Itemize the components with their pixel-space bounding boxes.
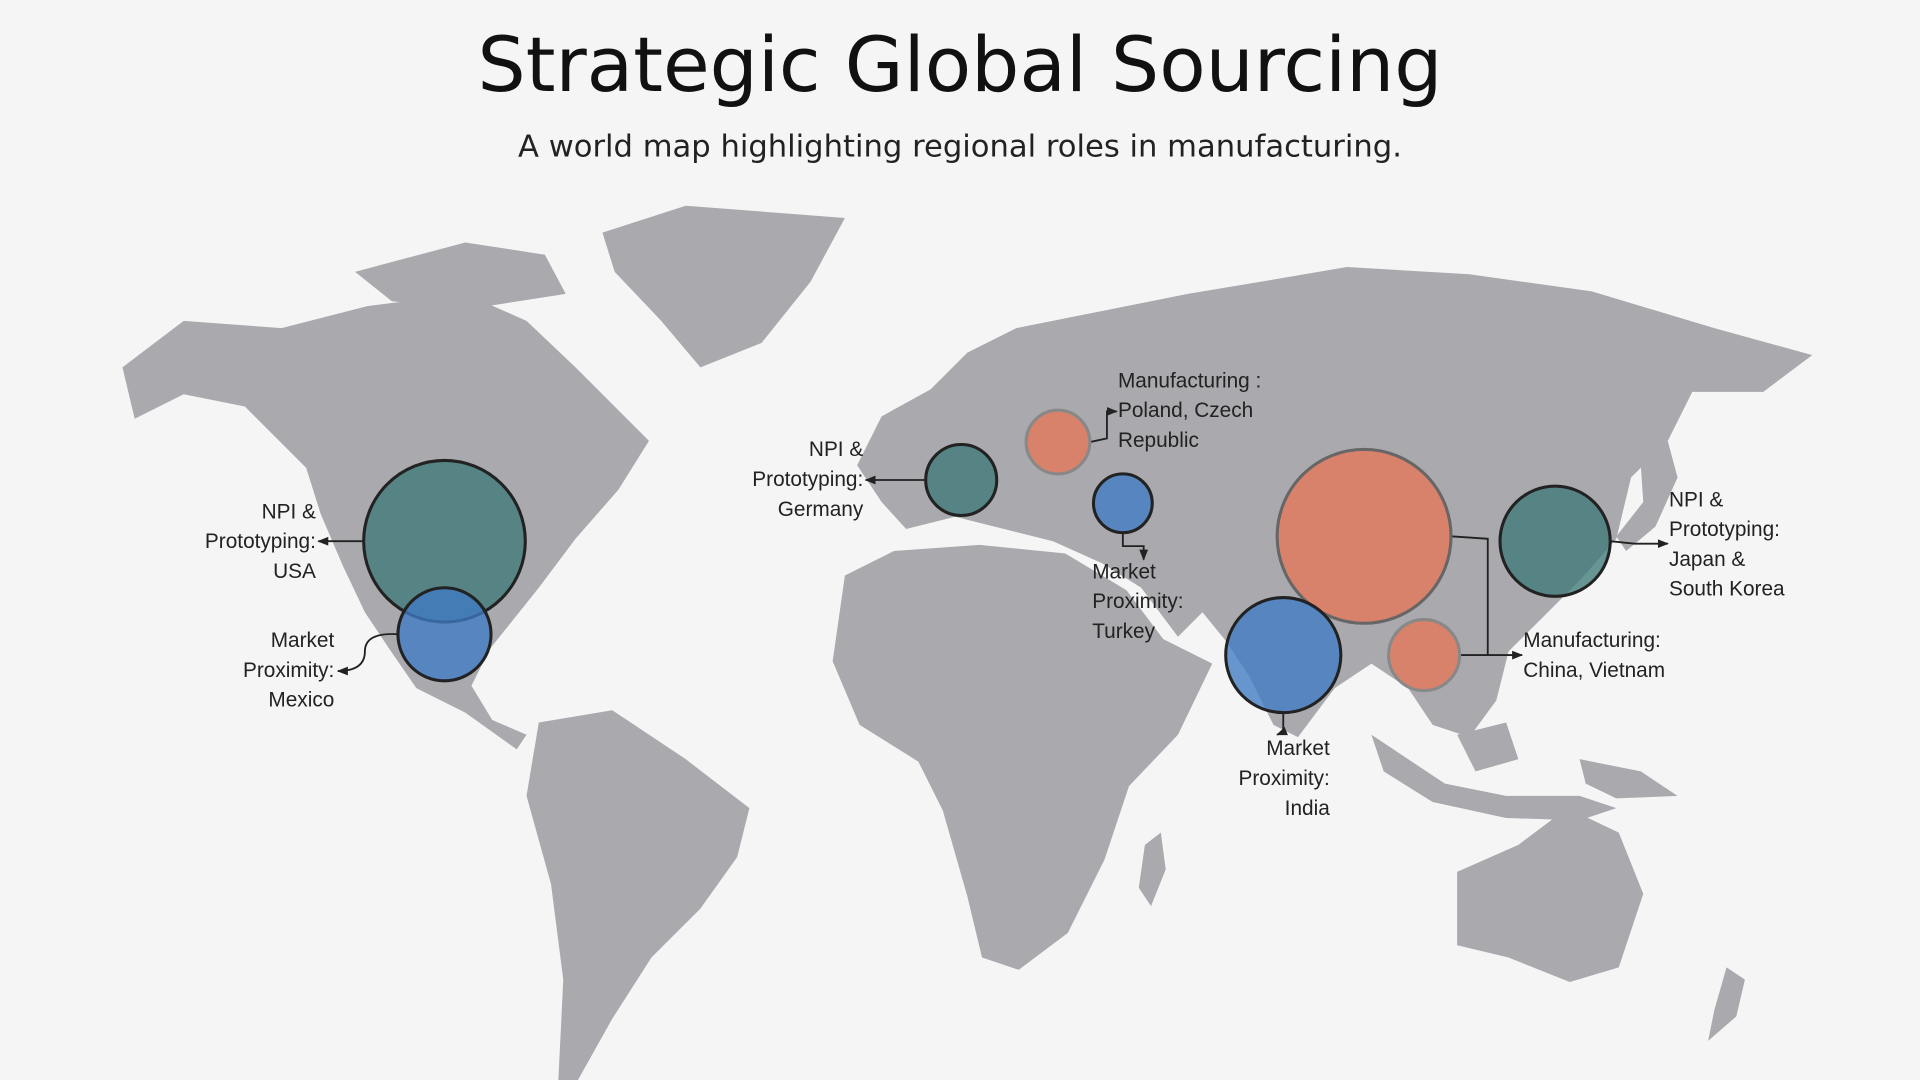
annotation-line: NPI & (262, 501, 316, 524)
india-bubble (1224, 596, 1343, 715)
annotation-line: Proximity: (243, 659, 334, 682)
japan-bubble (1498, 484, 1612, 598)
annotation-line: USA (273, 560, 316, 583)
connector-arrow (1450, 535, 1524, 660)
bubbles (362, 408, 1612, 715)
annotation-line: South Korea (1669, 578, 1785, 601)
africa (832, 544, 1213, 970)
connector-arrow (336, 633, 400, 676)
subtitle: A world map highlighting regional roles … (518, 130, 1402, 165)
annotation-line: Market (1266, 737, 1330, 760)
annotation-line: Market (1092, 561, 1156, 584)
annotation-line: NPI & (1669, 488, 1723, 511)
germany-bubble (924, 442, 999, 518)
turkey-bubble (1091, 472, 1154, 535)
annotation-line: Proximity: (1239, 767, 1330, 790)
annotation-line: Poland, Czech (1118, 399, 1253, 422)
annotation-line: Germany (778, 498, 864, 521)
mexico-bubble (396, 586, 493, 683)
new-zealand (1708, 967, 1745, 1041)
connector-arrow (1121, 532, 1149, 561)
annotation-line: Republic (1118, 429, 1199, 452)
connector-arrow (1089, 407, 1118, 443)
annotations: NPI & Prototyping: USA Market Proximity: Mexi… (205, 370, 1785, 820)
connector-arrow (1610, 539, 1669, 549)
annotation-line: China, Vietnam (1523, 659, 1665, 682)
greenland (602, 205, 845, 368)
vietnam-bubble (1387, 618, 1462, 693)
arctic-islands (355, 242, 566, 309)
madagascar (1138, 832, 1166, 907)
indonesia (1371, 734, 1617, 821)
annotation-line: Manufacturing: (1523, 629, 1661, 652)
annotation-line: Manufacturing : (1118, 370, 1261, 393)
china-bubble (1275, 447, 1453, 625)
annotation-line: NPI & (809, 438, 863, 461)
annotation-line: Mexico (268, 688, 334, 711)
annotation-line: Prototyping: (1669, 518, 1780, 541)
annotation-line: Prototyping: (752, 468, 863, 491)
annotation-line: Proximity: (1092, 590, 1183, 613)
japan (1616, 440, 1678, 552)
connectors (317, 407, 1669, 736)
connector-arrow (1276, 712, 1288, 736)
australia (1457, 808, 1644, 983)
title: Strategic Global Sourcing (478, 21, 1443, 109)
poland-bubble (1024, 408, 1092, 476)
south-america (526, 710, 750, 1080)
annotation-line: Market (271, 629, 335, 652)
uk (891, 401, 921, 463)
borneo-new-guinea (1457, 722, 1678, 799)
annotation-line: Turkey (1092, 620, 1155, 643)
annotation-line: India (1285, 797, 1331, 820)
annotation-line: Prototyping: (205, 530, 316, 553)
annotation-line: Japan & (1669, 548, 1745, 571)
